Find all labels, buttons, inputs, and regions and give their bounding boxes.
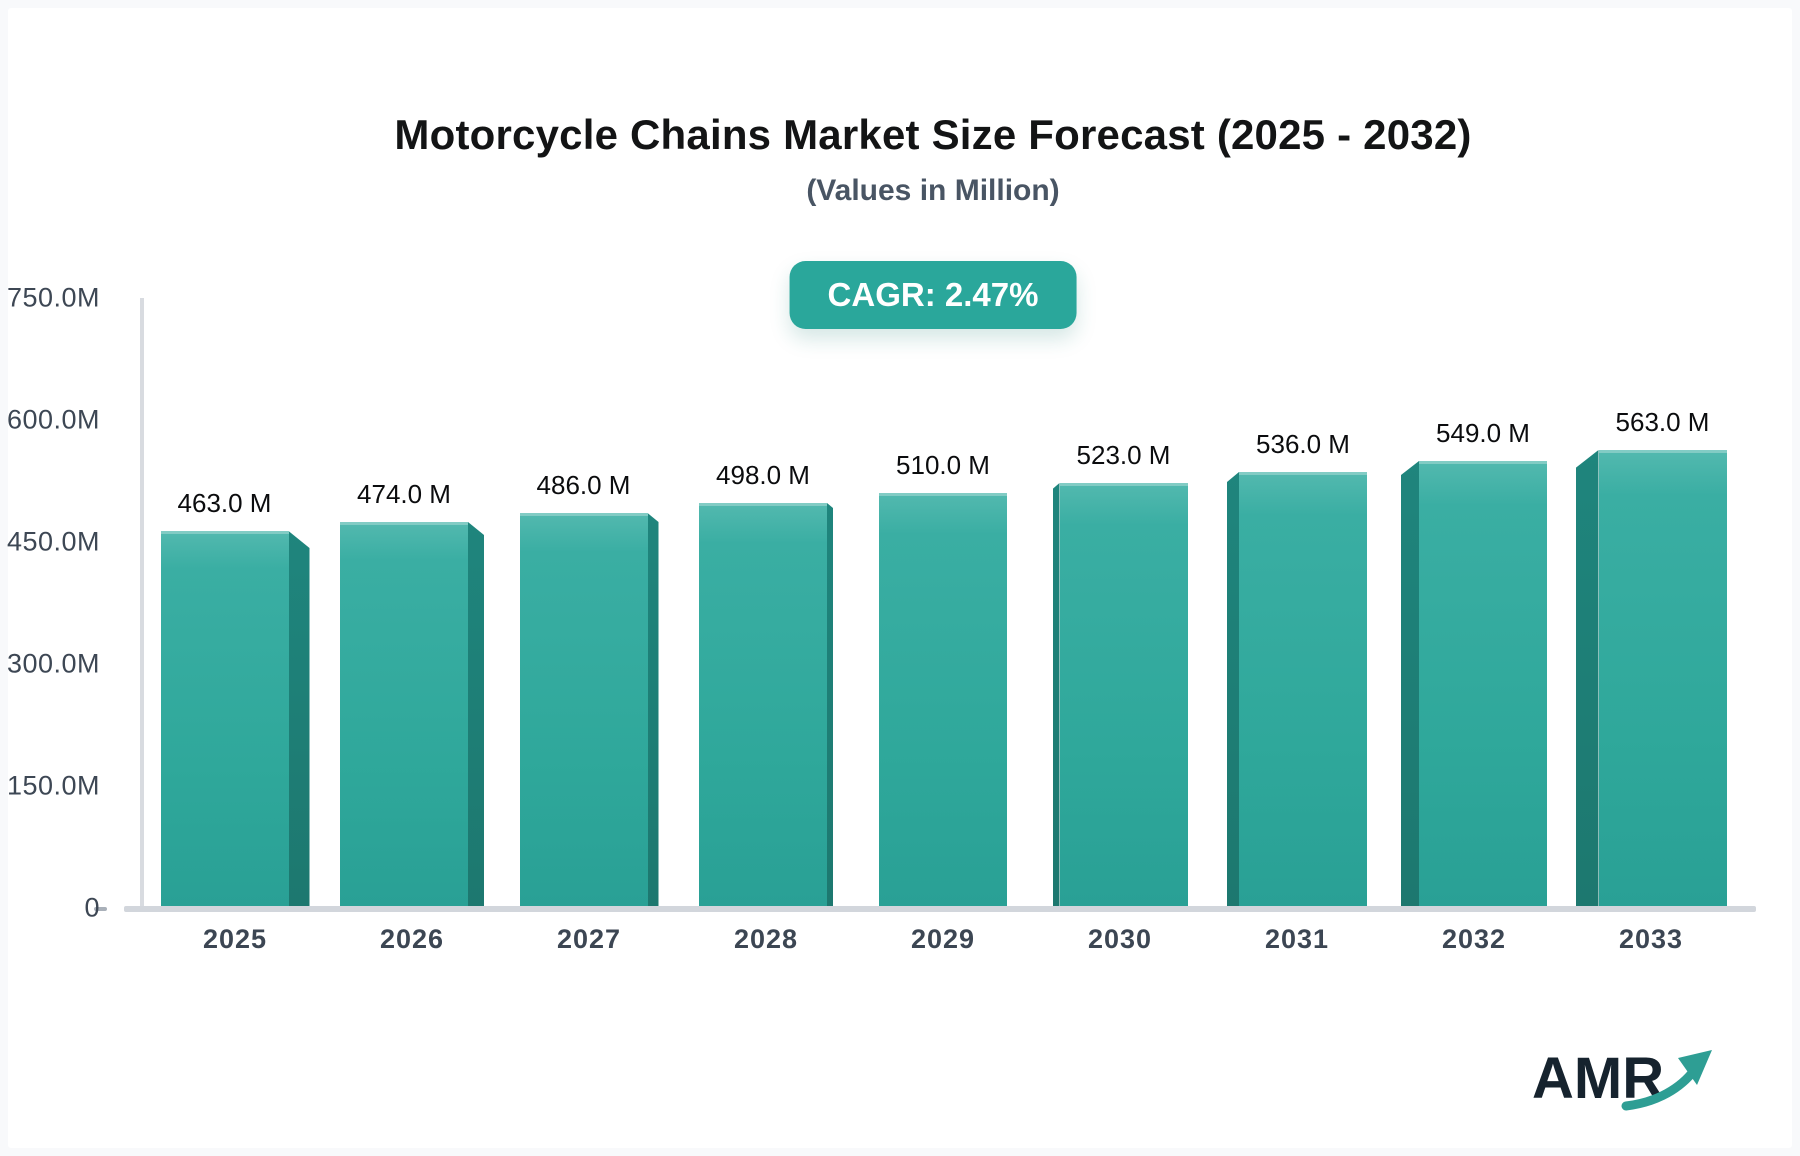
amr-logo: AMR	[1532, 1046, 1712, 1111]
bar-face-2033: 563.0 M	[1598, 407, 1727, 908]
bar-value-label-2032: 549.0 M	[1436, 418, 1530, 448]
cagr-badge: CAGR: 2.47%	[789, 261, 1077, 329]
bar-2030: 523.0 M	[1052, 440, 1188, 908]
bar-2026: 474.0 M	[340, 479, 484, 908]
chart-card: Motorcycle Chains Market Size Forecast (…	[6, 8, 1792, 1148]
bar-2027: 486.0 M	[519, 470, 659, 908]
bar-3d-side-2033	[1575, 450, 1599, 908]
bar-slot-2033: 563.0 M 2033	[1575, 298, 1727, 954]
bar-slot-2028: 498.0 M 2028	[691, 298, 841, 954]
chart-title: Motorcycle Chains Market Size Forecast (…	[394, 111, 1472, 158]
bar-face-2026: 474.0 M	[340, 479, 468, 908]
bar-2033: 563.0 M	[1575, 407, 1727, 908]
bar-value-label-2026: 474.0 M	[357, 479, 451, 509]
y-axis-tick-label: 750.0M	[6, 282, 100, 313]
bar-2029: 510.0 M	[879, 450, 1007, 908]
bar-value-label-2028: 498.0 M	[716, 460, 810, 490]
bar-face-2032: 549.0 M	[1419, 418, 1547, 908]
bar-3d-side-2026	[468, 522, 484, 908]
x-axis-label-2028: 2028	[733, 924, 799, 954]
zero-tick-mark	[94, 907, 107, 911]
bar-face-2029: 510.0 M	[879, 450, 1007, 908]
bar-3d-side-2028	[827, 503, 833, 908]
x-axis-label-2027: 2027	[556, 924, 622, 954]
bar-3d-side-2031	[1227, 472, 1239, 908]
bar-value-label-2025: 463.0 M	[177, 488, 272, 518]
x-axis-label-2029: 2029	[910, 924, 976, 954]
bar-face-2031: 536.0 M	[1239, 429, 1367, 908]
bar-slot-2031: 536.0 M 2031	[1222, 298, 1372, 954]
bar-slot-2025: 463.0 M 2025	[160, 298, 310, 954]
y-axis-tick-label: 300.0M	[6, 648, 100, 679]
amr-logo-arrow-icon	[1621, 1068, 1697, 1111]
bar-face-2028: 498.0 M	[699, 460, 827, 908]
bar-face-2027: 486.0 M	[519, 470, 648, 908]
amr-logo-arrowhead-icon	[1678, 1050, 1712, 1085]
bar-2028: 498.0 M	[699, 460, 833, 908]
y-axis-tick-label: 150.0M	[6, 770, 100, 801]
bar-face-2025: 463.0 M	[160, 488, 289, 908]
bar-2032: 549.0 M	[1401, 418, 1547, 908]
bar-slot-2029: 510.0 M 2029	[868, 298, 1018, 954]
bar-slot-2030: 523.0 M 2030	[1045, 298, 1195, 954]
x-axis-label-2025: 2025	[202, 924, 268, 954]
bar-value-label-2029: 510.0 M	[896, 450, 990, 480]
bar-slot-2027: 486.0 M 2027	[514, 298, 664, 954]
x-axis-label-2031: 2031	[1264, 924, 1330, 954]
x-axis-label-2030: 2030	[1087, 924, 1153, 954]
bar-value-label-2031: 536.0 M	[1256, 429, 1350, 459]
bar-3d-side-2030	[1052, 483, 1060, 908]
bar-3d-side-2032	[1401, 461, 1419, 908]
bar-2025: 463.0 M	[160, 488, 310, 908]
bar-slots: 463.0 M 2025 474.0 M 2026 486.0 M 2027 498.0 M…	[144, 298, 1756, 954]
y-axis-tick-label: 600.0M	[6, 404, 100, 435]
x-axis-label-2026: 2026	[379, 924, 445, 954]
bar-2031: 536.0 M	[1227, 429, 1367, 908]
y-axis-tick-label: 450.0M	[6, 526, 100, 557]
x-axis-label-2032: 2032	[1441, 924, 1507, 954]
bar-3d-side-2027	[647, 513, 659, 908]
bar-slot-2032: 549.0 M 2032	[1399, 298, 1549, 954]
bar-face-2030: 523.0 M	[1059, 440, 1188, 908]
bar-value-label-2030: 523.0 M	[1076, 440, 1171, 470]
y-axis-tick-label: 0	[84, 892, 100, 923]
x-axis-baseline	[124, 906, 1756, 912]
x-axis-label-2033: 2033	[1618, 924, 1684, 954]
bar-3d-side-2025	[288, 531, 310, 908]
bar-slot-2026: 474.0 M 2026	[337, 298, 487, 954]
bar-value-label-2027: 486.0 M	[536, 470, 631, 500]
chart-subtitle: (Values in Million)	[806, 174, 1060, 207]
bar-value-label-2033: 563.0 M	[1615, 407, 1710, 437]
bar-chart-plot-area: 463.0 M 2025 474.0 M 2026 486.0 M 2027 498.0 M…	[140, 298, 1756, 954]
